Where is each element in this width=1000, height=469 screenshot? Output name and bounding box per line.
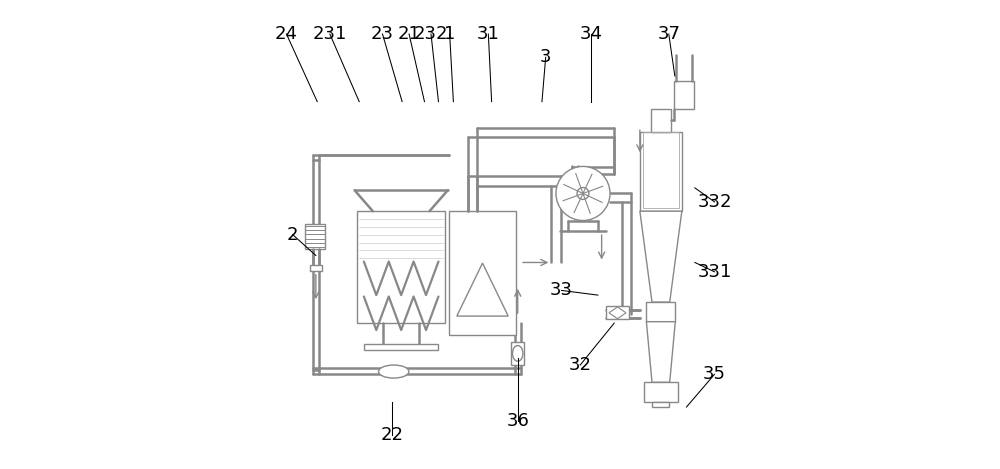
Bar — [305, 224, 325, 250]
Text: 35: 35 — [703, 365, 726, 383]
Text: 1: 1 — [444, 25, 455, 43]
Bar — [674, 81, 694, 109]
Bar — [644, 382, 678, 402]
Text: 37: 37 — [657, 25, 680, 43]
Text: 232: 232 — [414, 25, 448, 43]
Polygon shape — [640, 211, 682, 302]
Bar — [643, 132, 679, 208]
Polygon shape — [646, 322, 675, 382]
Polygon shape — [457, 263, 508, 316]
Text: 24: 24 — [275, 25, 298, 43]
Polygon shape — [609, 307, 626, 319]
Text: 22: 22 — [380, 426, 403, 444]
Bar — [310, 265, 322, 271]
Bar — [651, 109, 671, 132]
Text: 23: 23 — [371, 25, 394, 43]
Text: 36: 36 — [506, 412, 529, 430]
Bar — [364, 344, 438, 350]
Circle shape — [577, 188, 589, 199]
Text: 332: 332 — [697, 193, 732, 211]
Bar — [357, 211, 445, 323]
Circle shape — [556, 166, 610, 220]
Bar — [511, 342, 524, 364]
Text: 33: 33 — [550, 281, 573, 299]
Text: 2: 2 — [287, 226, 298, 243]
Bar — [606, 306, 629, 319]
Text: 231: 231 — [313, 25, 347, 43]
Text: 21: 21 — [398, 25, 421, 43]
Bar — [652, 402, 669, 408]
Ellipse shape — [379, 365, 409, 378]
Bar — [646, 302, 675, 322]
Text: 34: 34 — [579, 25, 602, 43]
Text: 3: 3 — [540, 48, 551, 66]
Text: 32: 32 — [569, 356, 592, 374]
Bar — [640, 132, 682, 211]
Ellipse shape — [512, 346, 523, 361]
Bar — [449, 211, 516, 335]
Text: 331: 331 — [697, 263, 732, 281]
Text: 31: 31 — [477, 25, 500, 43]
